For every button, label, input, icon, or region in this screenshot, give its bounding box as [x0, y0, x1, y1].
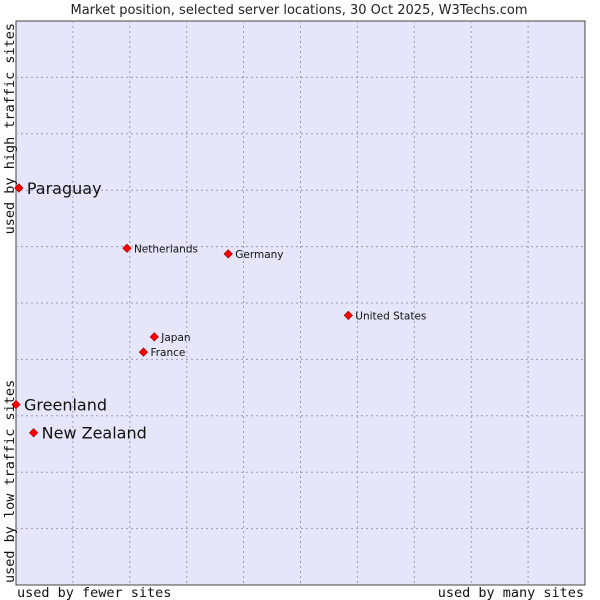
data-label-united-states: United States	[355, 310, 426, 322]
data-label-france: France	[150, 347, 185, 359]
data-point-japan	[149, 332, 159, 342]
data-points: Paraguay Netherlands Germany United States J…	[11, 179, 426, 443]
data-point-united-states	[343, 310, 353, 321]
data-label-japan: Japan	[160, 332, 190, 344]
y-axis-label-high: used by high traffic sites	[2, 23, 18, 234]
data-point-france	[138, 347, 149, 357]
data-label-new-zealand: New Zealand	[42, 424, 147, 443]
data-label-germany: Germany	[235, 249, 283, 261]
data-label-netherlands: Netherlands	[134, 243, 198, 255]
y-axis-label-low: used by low traffic sites	[2, 380, 18, 583]
data-point-germany	[223, 249, 233, 259]
data-label-greenland: Greenland	[24, 396, 107, 415]
data-point-paraguay	[14, 183, 24, 193]
chart-title: Market position, selected server locatio…	[70, 3, 527, 18]
data-label-paraguay: Paraguay	[27, 179, 102, 198]
data-point-new-zealand	[29, 428, 39, 438]
x-axis-label-low: used by fewer sites	[17, 585, 171, 600]
x-axis-label-high: used by many sites	[438, 585, 584, 600]
data-point-greenland	[11, 399, 21, 410]
grid	[16, 21, 585, 585]
data-point-netherlands	[122, 243, 132, 253]
